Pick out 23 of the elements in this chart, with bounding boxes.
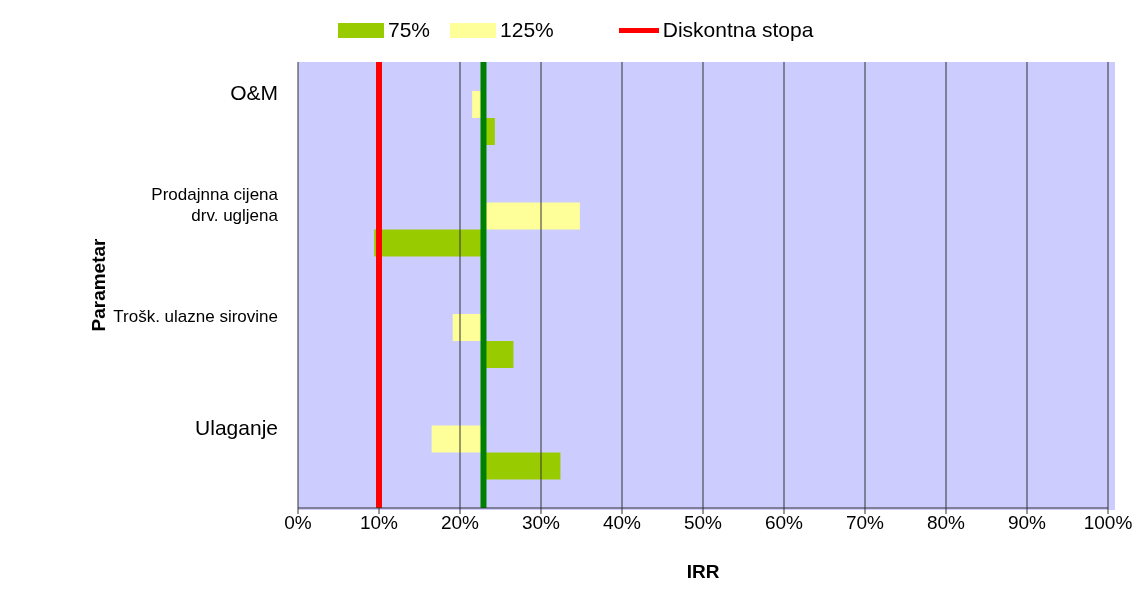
legend-label: 75% — [388, 18, 431, 42]
x-tick-label: 0% — [284, 512, 312, 534]
bar — [483, 452, 561, 480]
x-tick-label: 100% — [1083, 512, 1133, 534]
bar — [483, 341, 514, 368]
x-tick-label: 20% — [440, 512, 480, 534]
x-tick-label: 30% — [521, 512, 561, 534]
y-tick-label: O&M — [230, 81, 278, 105]
x-tick-label: 80% — [926, 512, 966, 534]
legend-label: 125% — [500, 18, 554, 42]
x-tick-label: 90% — [1007, 512, 1047, 534]
bar — [483, 202, 580, 230]
x-tick-label: 60% — [764, 512, 804, 534]
x-tick-label: 50% — [683, 512, 723, 534]
y-tick-label: Prodajnna cijena drv. ugljena — [151, 184, 279, 225]
y-tick-label: Ulaganje — [195, 415, 278, 439]
y-tick-label: Trošk. ulazne sirovine — [113, 306, 278, 326]
x-tick-label: 70% — [845, 512, 885, 534]
legend-label: Diskontna stopa — [662, 18, 814, 42]
x-tick-label: 40% — [602, 512, 642, 534]
x-tick-label: 10% — [359, 512, 399, 534]
y-axis-title: Parametar — [87, 237, 109, 332]
x-axis-title: IRR — [686, 561, 720, 582]
